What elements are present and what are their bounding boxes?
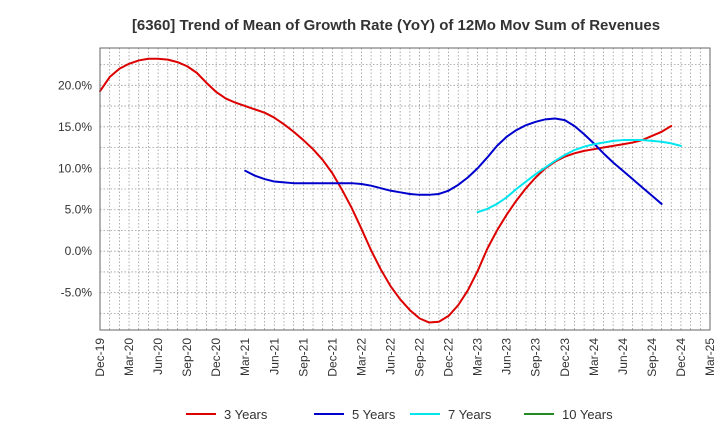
y-tick-label: -5.0% bbox=[61, 286, 93, 300]
legend-label-5-years: 5 Years bbox=[352, 407, 396, 422]
series-line-3-years bbox=[99, 57, 673, 324]
x-tick-label: Jun-22 bbox=[383, 338, 397, 375]
plot-frame bbox=[99, 47, 711, 331]
y-axis-ticks: -5.0% 0.0% 5.0% 10.0% 15.0% 20.0% bbox=[58, 78, 92, 299]
x-tick-label: Dec-23 bbox=[558, 338, 572, 377]
x-tick-label: Mar-21 bbox=[238, 338, 252, 376]
x-tick-label: Mar-25 bbox=[703, 338, 717, 376]
x-tick-label: Mar-23 bbox=[471, 338, 485, 376]
x-tick-label: Dec-19 bbox=[93, 338, 107, 377]
series-line-7-years bbox=[476, 139, 682, 214]
x-tick-label: Jun-23 bbox=[500, 338, 514, 375]
x-tick-label: Mar-20 bbox=[122, 338, 136, 376]
chart-title: [6360] Trend of Mean of Growth Rate (YoY… bbox=[132, 17, 660, 34]
x-tick-label: Jun-24 bbox=[616, 338, 630, 375]
y-tick-label: 20.0% bbox=[58, 78, 92, 92]
x-tick-label: Jun-21 bbox=[267, 338, 281, 375]
y-tick-label: 15.0% bbox=[58, 120, 92, 134]
y-tick-label: 10.0% bbox=[58, 161, 92, 175]
x-tick-label: Dec-21 bbox=[325, 338, 339, 377]
series-line-5-years bbox=[244, 117, 663, 205]
x-tick-label: Sep-21 bbox=[296, 338, 310, 377]
legend-label-10-years: 10 Years bbox=[562, 407, 613, 422]
x-tick-label: Dec-24 bbox=[674, 338, 688, 377]
x-tick-label: Mar-24 bbox=[587, 338, 601, 376]
legend-label-7-years: 7 Years bbox=[448, 407, 492, 422]
x-axis-ticks: Dec-19 Mar-20 Jun-20 Sep-20 Dec-20 Mar-21 Jun-… bbox=[93, 338, 717, 377]
x-tick-label: Sep-20 bbox=[180, 338, 194, 377]
x-tick-label: Jun-20 bbox=[151, 338, 165, 375]
x-tick-label: Sep-24 bbox=[645, 338, 659, 377]
y-tick-label: 5.0% bbox=[65, 203, 93, 217]
y-tick-label: 0.0% bbox=[65, 244, 93, 258]
x-tick-label: Sep-23 bbox=[529, 338, 543, 377]
legend: 3 Years 5 Years 7 Years 10 Years bbox=[186, 407, 613, 422]
x-tick-label: Dec-20 bbox=[209, 338, 223, 377]
legend-label-3-years: 3 Years bbox=[224, 407, 268, 422]
x-tick-label: Dec-22 bbox=[442, 338, 456, 377]
plot-grid bbox=[100, 48, 710, 330]
series-lines bbox=[99, 57, 682, 324]
x-tick-label: Sep-22 bbox=[413, 338, 427, 377]
x-tick-label: Mar-22 bbox=[354, 338, 368, 376]
